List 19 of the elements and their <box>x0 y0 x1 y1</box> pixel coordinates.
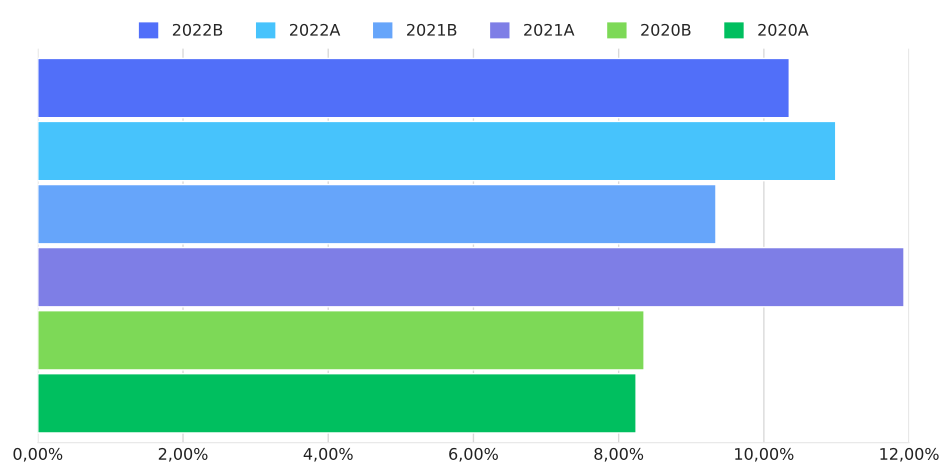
legend-label: 2020A <box>758 24 809 36</box>
bar <box>38 120 836 182</box>
legend-label: 2020B <box>641 24 691 36</box>
bar <box>38 246 905 308</box>
bar <box>38 372 637 434</box>
x-tick-label: 12,00% <box>880 448 939 462</box>
legend-label: 2022A <box>290 24 340 36</box>
bar <box>38 58 790 118</box>
legend-label: 2021B <box>407 24 456 36</box>
x-tick-label: 10,00% <box>735 448 794 462</box>
x-tick-label: 4,00% <box>304 448 353 462</box>
x-tick-label: 0,00% <box>13 448 62 462</box>
x-tick-label: 2,00% <box>158 448 208 462</box>
x-tick-label: 8,00% <box>594 448 644 462</box>
x-tick-label: 6,00% <box>449 448 498 462</box>
bar <box>38 310 645 371</box>
legend-label: 2021A <box>524 24 574 36</box>
bar <box>38 184 717 244</box>
legend-label: 2022B <box>172 24 222 36</box>
